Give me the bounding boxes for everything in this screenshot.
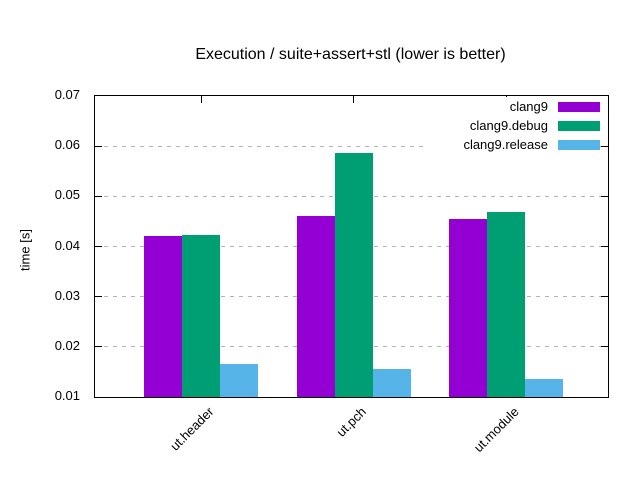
- legend-label: clang9: [509, 99, 548, 114]
- x-tick-mark: [353, 96, 354, 103]
- legend-row: clang9.release: [463, 135, 600, 154]
- bar: [334, 153, 373, 397]
- bar: [372, 369, 411, 397]
- y-tick-mark: [95, 346, 102, 348]
- y-tick-label: 0.03: [54, 287, 80, 303]
- y-tick-mark: [95, 145, 102, 147]
- legend: clang9 clang9.debug clang9.release: [423, 97, 600, 154]
- y-tick-label: 0.05: [54, 187, 80, 203]
- legend-label: clang9.release: [463, 137, 548, 152]
- legend-row: clang9: [463, 97, 600, 116]
- y-tick-mark: [95, 195, 102, 197]
- y-tick-mark: [95, 246, 102, 247]
- y-tick-label: 0.02: [54, 337, 80, 353]
- y-tick-mark: [601, 296, 608, 298]
- legend-row: clang9.debug: [463, 116, 600, 135]
- y-tick-mark: [601, 346, 608, 348]
- plot-area: [94, 95, 609, 398]
- gridline: [95, 145, 608, 147]
- y-tick-label: 0.06: [54, 137, 80, 153]
- y-tick-mark: [601, 145, 608, 147]
- y-tick-label: 0.04: [54, 237, 80, 253]
- bar: [182, 235, 220, 397]
- y-tick-mark: [95, 296, 102, 298]
- legend-label: clang9.debug: [469, 118, 548, 133]
- y-tick-mark: [601, 195, 608, 197]
- legend-swatch: [558, 120, 600, 131]
- x-tick-label: ut.pch: [333, 404, 370, 440]
- bar: [449, 218, 487, 397]
- x-tick-label: ut.module: [470, 404, 522, 455]
- bar: [525, 379, 563, 397]
- y-tick-mark: [601, 246, 608, 247]
- bar: [487, 212, 525, 397]
- chart-title: Execution / suite+assert+stl (lower is b…: [195, 46, 506, 63]
- y-tick-label: 0.01: [54, 388, 80, 403]
- legend-swatch: [558, 139, 600, 150]
- bar: [144, 236, 182, 397]
- x-tick-label: ut.header: [167, 404, 217, 454]
- x-tick-mark: [200, 96, 202, 103]
- bar: [220, 364, 258, 397]
- bar: [296, 216, 335, 397]
- y-tick-label: 0.07: [54, 87, 80, 102]
- legend-swatch: [558, 101, 600, 112]
